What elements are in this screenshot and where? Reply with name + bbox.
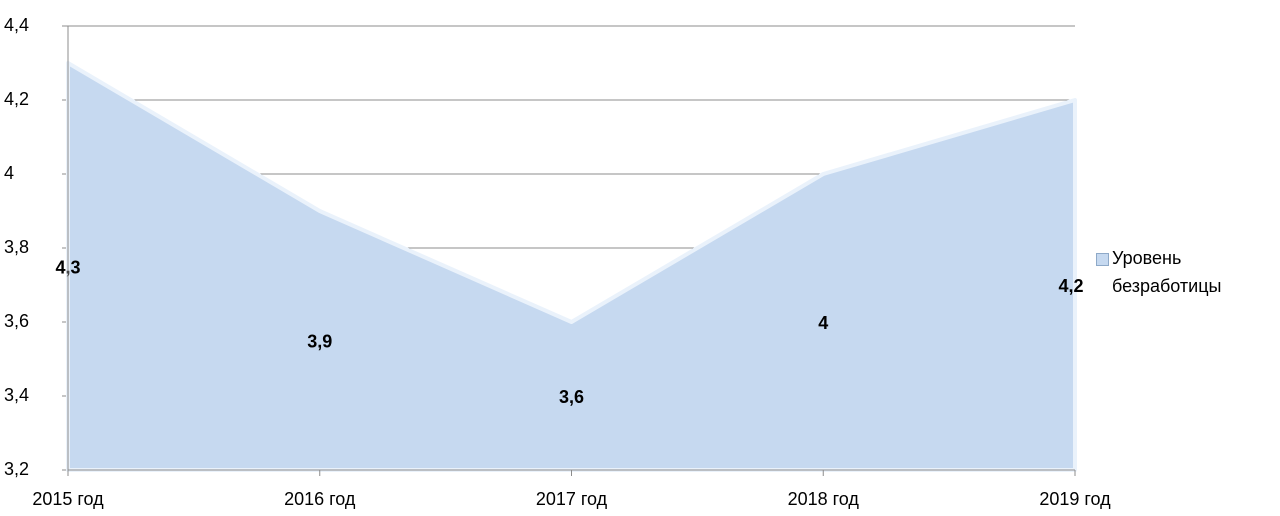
y-tick-label: 4 — [4, 163, 14, 183]
legend: Уровень безработицы — [1096, 244, 1266, 300]
y-tick-label: 3,8 — [4, 237, 29, 257]
x-tick-label: 2017 год — [536, 489, 608, 509]
legend-swatch — [1096, 253, 1109, 266]
area — [66, 61, 1077, 472]
data-label: 3,6 — [559, 387, 584, 407]
y-tick-label: 4,2 — [4, 89, 29, 109]
y-tick-label: 3,6 — [4, 311, 29, 331]
y-tick-label: 3,2 — [4, 459, 29, 479]
data-label: 3,9 — [307, 331, 332, 351]
x-tick-label: 2018 год — [788, 489, 860, 509]
legend-label: Уровень безработицы — [1112, 248, 1222, 296]
x-tick-label: 2016 год — [284, 489, 356, 509]
x-tick-label: 2019 год — [1039, 489, 1111, 509]
data-label: 4,2 — [1058, 276, 1083, 296]
data-label: 4 — [818, 313, 828, 333]
y-tick-label: 3,4 — [4, 385, 29, 405]
x-tick-label: 2015 год — [32, 489, 104, 509]
y-tick-label: 4,4 — [4, 15, 29, 35]
